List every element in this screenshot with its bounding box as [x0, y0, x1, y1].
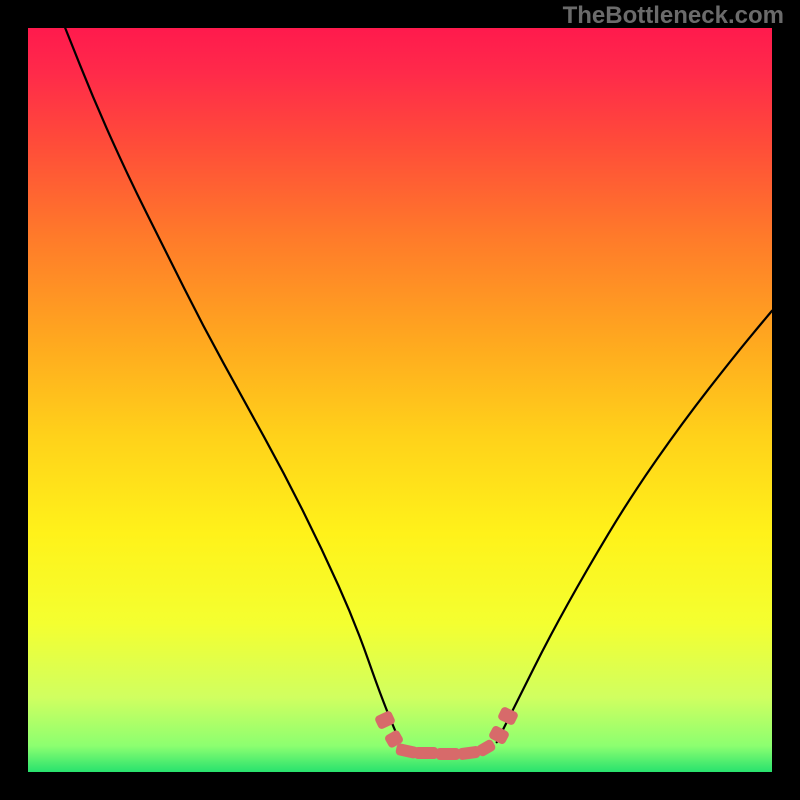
- bottom-dash-seg: [374, 710, 396, 730]
- watermark-text: TheBottleneck.com: [563, 2, 784, 30]
- dash-layer: [28, 28, 772, 772]
- bottom-dash-seg: [497, 706, 519, 726]
- bottom-dash-seg: [436, 748, 460, 760]
- chart-frame: TheBottleneck.com: [0, 0, 800, 800]
- bottom-dash-seg: [414, 747, 438, 759]
- plot-area: [28, 28, 772, 772]
